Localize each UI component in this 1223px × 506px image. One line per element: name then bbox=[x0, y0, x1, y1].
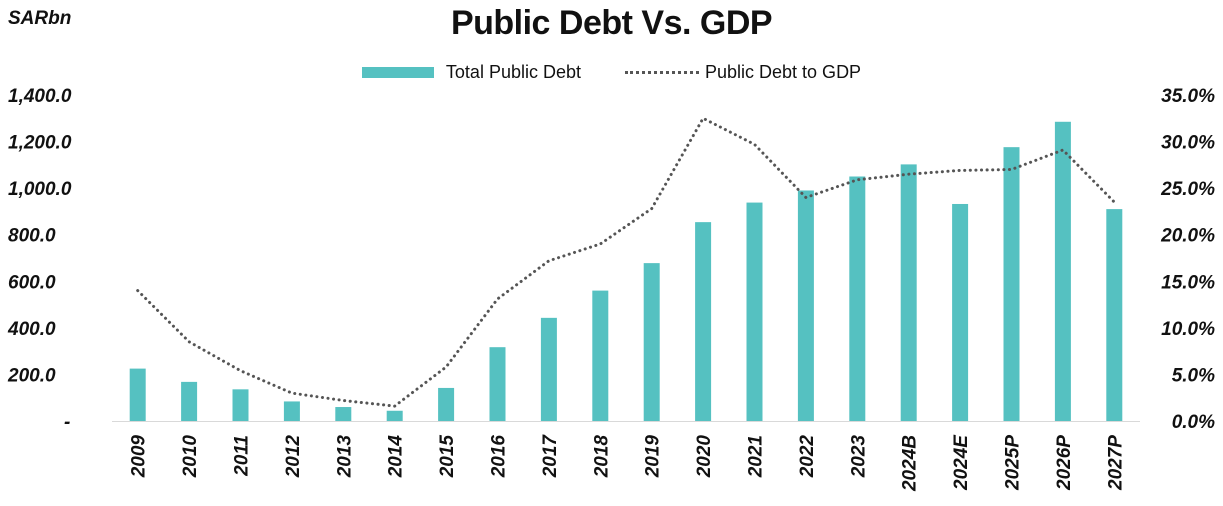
y-left-tick-label: 200.0 bbox=[7, 365, 56, 386]
bar bbox=[746, 202, 763, 421]
y-left-tick-label: 600.0 bbox=[8, 272, 56, 293]
y-left-tick-label: 1,000.0 bbox=[8, 179, 72, 200]
legend-item-debt: Total Public Debt bbox=[361, 62, 581, 83]
chart-title: Public Debt Vs. GDP bbox=[450, 4, 773, 42]
x-tick-label: 2014 bbox=[386, 435, 407, 479]
y-right-tick-label: 30.0% bbox=[1161, 133, 1215, 154]
x-tick-label: 2019 bbox=[643, 435, 664, 479]
unit-label: SARbn bbox=[8, 8, 72, 29]
legend-label-debt: Total Public Debt bbox=[445, 62, 581, 82]
bar bbox=[900, 164, 917, 422]
x-tick-label: 2021 bbox=[746, 435, 767, 478]
x-tick-label: 2022 bbox=[797, 435, 818, 479]
bar bbox=[695, 222, 712, 421]
legend-label-ratio: Public Debt to GDP bbox=[705, 62, 862, 82]
x-tick-label: 2025P bbox=[1003, 435, 1024, 491]
x-tick-label: 2010 bbox=[180, 435, 201, 479]
y-right-tick-label: 5.0% bbox=[1172, 365, 1215, 386]
x-tick-label: 2023 bbox=[848, 435, 869, 479]
y-right-tick-label: 15.0% bbox=[1161, 272, 1215, 293]
x-tick-label: 2024B bbox=[900, 435, 921, 492]
x-tick-label: 2013 bbox=[334, 435, 355, 479]
y-left-tick-label: 800.0 bbox=[8, 226, 56, 247]
bar bbox=[1106, 209, 1123, 421]
bar bbox=[952, 203, 969, 421]
x-tick-label: 2015 bbox=[437, 435, 458, 479]
y-right-tick-label: 25.0% bbox=[1160, 179, 1215, 200]
bar bbox=[438, 387, 455, 421]
x-tick-label: 2011 bbox=[232, 435, 253, 477]
bar bbox=[540, 317, 557, 421]
y-right-tick-label: 0.0% bbox=[1172, 412, 1215, 433]
x-tick-label: 2012 bbox=[283, 435, 304, 479]
x-tick-label: 2024E bbox=[951, 434, 972, 491]
bar bbox=[283, 401, 300, 421]
bar bbox=[1054, 121, 1071, 422]
y-left-tick-label: 400.0 bbox=[7, 319, 56, 340]
legend-item-ratio: Public Debt to GDP bbox=[625, 62, 861, 83]
legend-swatch-dotted-line bbox=[625, 71, 699, 74]
bar bbox=[489, 347, 506, 421]
x-tick-label: 2026P bbox=[1054, 435, 1075, 491]
y-right-tick-label: 20.0% bbox=[1160, 226, 1215, 247]
bar bbox=[335, 407, 352, 421]
y-left-tick-label: - bbox=[64, 412, 70, 433]
bar bbox=[1003, 147, 1020, 421]
bar bbox=[797, 190, 814, 421]
bar bbox=[232, 389, 249, 421]
legend-swatch-bar bbox=[361, 67, 434, 78]
x-tick-label: 2016 bbox=[489, 435, 510, 479]
x-tick-label: 2018 bbox=[591, 435, 612, 479]
y-left-tick-label: 1,200.0 bbox=[8, 133, 72, 154]
bar bbox=[849, 176, 866, 421]
y-right-tick-label: 10.0% bbox=[1161, 319, 1215, 340]
bar bbox=[386, 410, 403, 421]
bar bbox=[643, 263, 660, 421]
bar bbox=[592, 290, 609, 421]
legend: Total Public Debt Public Debt to GDP bbox=[0, 62, 1223, 83]
y-right-tick-label: 35.0% bbox=[1161, 86, 1215, 107]
x-tick-label: 2017 bbox=[540, 434, 561, 479]
x-tick-label: 2027P bbox=[1105, 435, 1126, 491]
bar bbox=[181, 381, 198, 421]
x-tick-label: 2020 bbox=[694, 435, 715, 479]
bar bbox=[129, 368, 146, 421]
y-left-tick-label: 1,400.0 bbox=[8, 86, 72, 107]
x-tick-label: 2009 bbox=[129, 435, 150, 479]
line-series bbox=[136, 116, 1116, 408]
